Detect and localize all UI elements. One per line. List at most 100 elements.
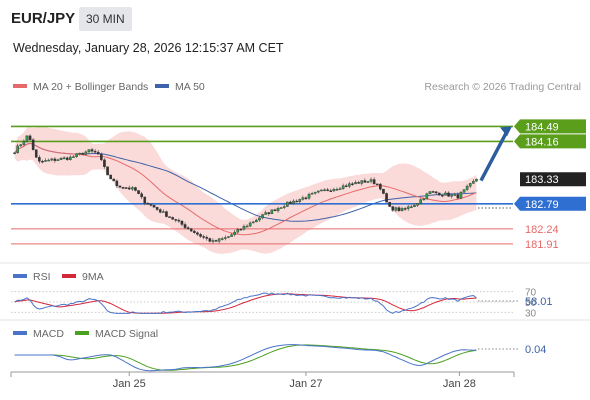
x-tick-labels: Jan 25 Jan 27 Jan 28 — [113, 372, 476, 390]
candle-body — [348, 183, 351, 187]
x-tick-label: Jan 25 — [113, 378, 146, 390]
rsi-last-value: 58.01 — [525, 296, 553, 308]
last-price-tag: 183.33 — [525, 174, 559, 186]
last-price-tag-bg — [520, 172, 586, 187]
candle-body — [118, 185, 122, 188]
candle-body — [28, 135, 32, 140]
candle-body — [59, 157, 63, 160]
candle-body — [171, 217, 174, 220]
candle-body — [112, 178, 116, 182]
candle-body — [416, 203, 419, 206]
candle-body — [326, 189, 329, 191]
price-tags: 184.49 184.16 182.79 182.24 181.91 183.33 — [514, 119, 586, 251]
candle-body — [472, 180, 475, 184]
candle-body — [19, 144, 23, 147]
candle-body — [217, 238, 221, 242]
candle-body — [143, 196, 147, 204]
candle-body — [193, 230, 196, 233]
candle-body — [468, 183, 472, 187]
rsi-legend-swatch — [13, 274, 27, 278]
candle-body — [434, 191, 438, 194]
candle-body — [220, 238, 224, 240]
macd-legend-swatch — [13, 331, 27, 335]
x-axis: Jan 25 Jan 27 Jan 28 — [10, 371, 515, 390]
candle-body — [174, 219, 178, 221]
candle-body — [81, 152, 85, 155]
price-panel: 184.49 184.16 182.79 182.24 181.91 183.33 — [11, 119, 586, 254]
candle-body — [230, 234, 233, 237]
main-legend: MA 20 + Bollinger Bands MA 50 Research ©… — [13, 81, 581, 93]
candle-body — [146, 203, 150, 205]
candle-body — [382, 188, 385, 194]
level-tag-182.79-bg — [514, 196, 586, 211]
candle-body — [196, 232, 199, 235]
candle-body — [152, 205, 156, 208]
candle-body — [301, 197, 305, 200]
level-tag-184.16: 184.16 — [525, 136, 559, 148]
level-tag-181.91: 181.91 — [525, 239, 559, 251]
candle-body — [310, 193, 314, 195]
rsi-line — [14, 292, 477, 314]
candle-body — [289, 201, 292, 204]
projection-arrow-head — [500, 126, 512, 137]
candle-body — [149, 204, 153, 206]
candle-body — [372, 179, 376, 185]
macd-signal-line — [14, 344, 477, 371]
projection-arrow-shaft — [479, 128, 510, 182]
ma50-legend-swatch — [155, 84, 169, 88]
candle-body — [444, 192, 447, 196]
candle-body — [202, 236, 205, 238]
candle-body — [103, 159, 106, 167]
candle-body — [255, 219, 258, 223]
rsi-legend-label: RSI — [33, 271, 51, 283]
candle-body — [425, 193, 429, 200]
candle-body — [239, 229, 243, 231]
candle-body — [431, 191, 435, 193]
candle-body — [366, 181, 370, 183]
candle-body — [369, 179, 373, 182]
price-levels — [11, 125, 513, 245]
rsi-ma-legend-swatch — [62, 274, 76, 278]
candle-body — [251, 221, 255, 224]
interval-badge[interactable]: 30 MIN — [79, 7, 132, 31]
candle-body — [22, 141, 26, 145]
candle-body — [115, 180, 119, 187]
candle-body — [419, 199, 422, 204]
candle-body — [264, 212, 267, 215]
candle-body — [270, 209, 274, 215]
candle-body — [344, 185, 348, 187]
candle-body — [406, 206, 410, 209]
level-tag-184.16-bg — [514, 134, 586, 149]
ma50-legend-label: MA 50 — [175, 81, 205, 93]
candle-body — [224, 237, 227, 239]
candle-body — [323, 189, 326, 191]
candle-body — [363, 180, 367, 183]
candle-body — [317, 190, 320, 193]
x-tick-label: Jan 28 — [443, 378, 476, 390]
candle-body — [168, 216, 171, 218]
candle-body — [93, 150, 97, 153]
macd-signal-legend-swatch — [75, 331, 89, 335]
candle-body — [100, 154, 103, 161]
candle-body — [162, 211, 165, 213]
candle-body — [245, 225, 249, 228]
candle-body — [462, 189, 466, 193]
candle-body — [165, 211, 168, 217]
candle-body — [379, 183, 382, 190]
rsi-tick-50: 50 — [525, 298, 537, 309]
candle-body — [25, 135, 29, 142]
projection-arrow — [479, 126, 512, 182]
candle-body — [205, 237, 209, 239]
candle-body — [282, 206, 286, 208]
candle-body — [186, 227, 190, 229]
x-tick-label: Jan 27 — [289, 378, 322, 390]
candle-body — [453, 194, 457, 196]
candle-body — [75, 153, 78, 157]
ma50-line — [14, 142, 477, 222]
level-tag-182.24: 182.24 — [525, 224, 559, 236]
candle-body — [437, 192, 441, 196]
candle-body — [78, 152, 81, 155]
candle-body — [96, 151, 100, 155]
